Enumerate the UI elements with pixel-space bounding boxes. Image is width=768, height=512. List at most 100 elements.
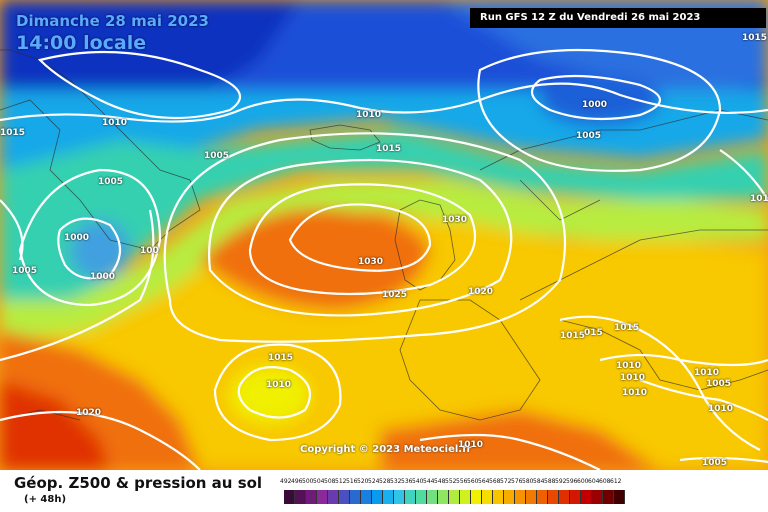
scale-swatch: [471, 490, 482, 504]
scale-tick-label: 516: [346, 478, 358, 485]
scale-tick-label: 592: [555, 478, 567, 485]
scale-tick-label: 540: [412, 478, 424, 485]
scale-tick-label: 508: [324, 478, 336, 485]
scale-swatch: [350, 490, 361, 504]
scale-tick-label: 492: [280, 478, 292, 485]
isobar-label: 1010: [616, 361, 642, 371]
isobar-label: 1005: [706, 379, 732, 389]
scale-swatch: [317, 490, 328, 504]
scale-tick-label: 560: [467, 478, 479, 485]
isobar-label: 1015: [742, 33, 768, 43]
isobar-label: 1025: [382, 290, 408, 300]
scale-swatch: [394, 490, 405, 504]
isobar-label: 1015: [268, 353, 294, 363]
scale-swatch: [559, 490, 570, 504]
isobar-label: 1000: [64, 233, 90, 243]
isobar-label: 1005: [98, 177, 124, 187]
scale-swatch: [416, 490, 427, 504]
scale-tick-label: 568: [489, 478, 501, 485]
scale-swatch: [581, 490, 592, 504]
scale-tick-label: 536: [401, 478, 413, 485]
scale-tick-label: 556: [456, 478, 468, 485]
legend-subtitle: (+ 48h): [24, 494, 67, 505]
isobar-label: 1005: [12, 266, 38, 276]
isobar-label: 1015: [614, 323, 640, 333]
scale-tick-label: 528: [379, 478, 391, 485]
scale-swatch: [328, 490, 339, 504]
scale-swatch: [372, 490, 383, 504]
scale-swatch: [603, 490, 614, 504]
scale-swatch: [339, 490, 350, 504]
legend-title: Géop. Z500 & pression au sol: [14, 474, 263, 492]
scale-tick-label: 524: [368, 478, 380, 485]
isobar-label: 1010: [694, 368, 720, 378]
map-canvas: [0, 0, 768, 470]
scale-tick-label: 564: [478, 478, 490, 485]
isobar-label: 1010: [620, 373, 646, 383]
color-scale-bar: [284, 490, 625, 504]
scale-tick-label: 600: [577, 478, 589, 485]
isobar-label: 1005: [702, 458, 728, 468]
isobar-label: 1010: [458, 440, 484, 450]
isobar-label: 1005: [576, 131, 602, 141]
isobar-label: 1015: [560, 331, 586, 341]
model-run-info: Run GFS 12 Z du Vendredi 26 mai 2023: [470, 8, 766, 28]
isobar-label: 1020: [468, 287, 494, 297]
weather-map: [0, 0, 768, 470]
scale-swatch: [537, 490, 548, 504]
scale-tick-label: 612: [610, 478, 622, 485]
isobar-label: 1005: [204, 151, 230, 161]
scale-tick-label: 604: [588, 478, 600, 485]
scale-tick-label: 512: [335, 478, 347, 485]
scale-swatch: [361, 490, 372, 504]
scale-tick-label: 544: [423, 478, 435, 485]
scale-swatch: [614, 490, 625, 504]
scale-swatch: [493, 490, 504, 504]
isobar-label: 1010: [622, 388, 648, 398]
isobar-label: 015: [584, 328, 603, 338]
scale-tick-label: 580: [522, 478, 534, 485]
forecast-time: 14:00 locale: [16, 32, 147, 54]
scale-swatch: [284, 490, 295, 504]
scale-swatch: [405, 490, 416, 504]
scale-tick-label: 572: [500, 478, 512, 485]
scale-tick-label: 532: [390, 478, 402, 485]
scale-tick-label: 608: [599, 478, 611, 485]
isobar-label: 1010: [708, 404, 734, 414]
scale-tick-label: 576: [511, 478, 523, 485]
isobar-label: 1015: [376, 144, 402, 154]
copyright-notice: Copyright © 2023 Meteociel.fr: [300, 444, 472, 455]
isobar-label: 101: [750, 194, 768, 204]
scale-swatch: [460, 490, 471, 504]
scale-tick-label: 504: [313, 478, 325, 485]
color-scale-ticks: 492 496 500 504 508 512 516 520 524 528 532 536 540 5…: [280, 478, 621, 485]
scale-swatch: [295, 490, 306, 504]
scale-swatch: [548, 490, 559, 504]
scale-swatch: [592, 490, 603, 504]
isobar-label: 1030: [358, 257, 384, 267]
isobar-label: 1010: [102, 118, 128, 128]
forecast-date: Dimanche 28 mai 2023: [16, 12, 209, 30]
isobar-label: 1015: [0, 128, 26, 138]
scale-tick-label: 552: [445, 478, 457, 485]
scale-swatch: [383, 490, 394, 504]
isobar-label: 1020: [76, 408, 102, 418]
scale-swatch: [570, 490, 581, 504]
scale-swatch: [482, 490, 493, 504]
scale-swatch: [504, 490, 515, 504]
scale-swatch: [449, 490, 460, 504]
isobar-label: 1000: [90, 272, 116, 282]
scale-tick-label: 548: [434, 478, 446, 485]
isobar-label: 1010: [266, 380, 292, 390]
scale-swatch: [438, 490, 449, 504]
scale-swatch: [515, 490, 526, 504]
scale-swatch: [526, 490, 537, 504]
isobar-label: 1000: [582, 100, 608, 110]
scale-tick-label: 596: [566, 478, 578, 485]
scale-swatch: [427, 490, 438, 504]
scale-tick-label: 584: [533, 478, 545, 485]
isobar-label: 100: [140, 246, 159, 256]
scale-tick-label: 520: [357, 478, 369, 485]
isobar-label: 1010: [356, 110, 382, 120]
